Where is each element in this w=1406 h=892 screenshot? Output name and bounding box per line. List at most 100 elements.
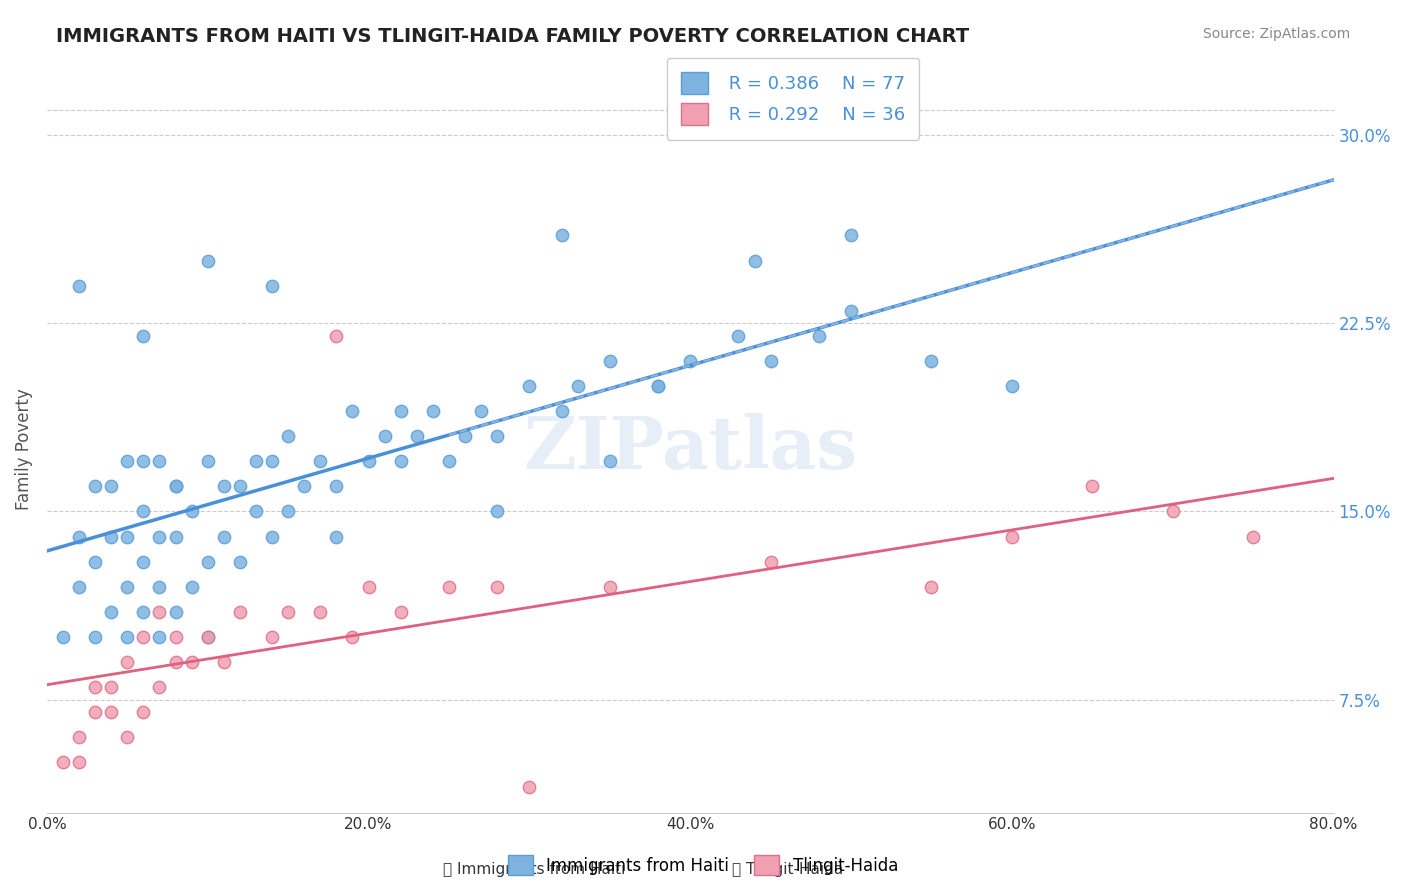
Point <box>165 655 187 669</box>
Point <box>100 605 122 619</box>
Point <box>148 454 170 468</box>
Point <box>165 605 187 619</box>
Legend:  R = 0.386    N = 77,  R = 0.292    N = 36: R = 0.386 N = 77, R = 0.292 N = 36 <box>666 58 920 139</box>
Point <box>920 580 942 594</box>
Point <box>180 580 202 594</box>
Point <box>920 354 942 368</box>
Point <box>389 404 412 418</box>
Text: Source: ZipAtlas.com: Source: ZipAtlas.com <box>1202 27 1350 41</box>
Point <box>374 429 396 443</box>
Point <box>389 605 412 619</box>
Point <box>197 555 219 569</box>
Y-axis label: Family Poverty: Family Poverty <box>15 388 32 509</box>
Point <box>245 454 267 468</box>
Point <box>647 379 669 393</box>
Point <box>727 328 749 343</box>
Point <box>148 630 170 644</box>
Point <box>148 605 170 619</box>
Point <box>550 228 572 243</box>
Point <box>148 580 170 594</box>
Point <box>67 580 90 594</box>
Point <box>84 479 107 493</box>
Point <box>260 630 283 644</box>
Point <box>1161 504 1184 518</box>
Point <box>132 504 155 518</box>
Point <box>454 429 477 443</box>
Point <box>117 630 139 644</box>
Point <box>165 479 187 493</box>
Point <box>197 253 219 268</box>
Point <box>165 530 187 544</box>
Point <box>260 454 283 468</box>
Point <box>519 780 541 795</box>
Point <box>180 655 202 669</box>
Point <box>325 479 347 493</box>
Point <box>342 630 364 644</box>
Legend: Immigrants from Haiti, Tlingit-Haida: Immigrants from Haiti, Tlingit-Haida <box>499 847 907 884</box>
Point <box>117 454 139 468</box>
Point <box>567 379 589 393</box>
Point <box>132 555 155 569</box>
Point <box>325 328 347 343</box>
Point <box>245 504 267 518</box>
Point <box>117 530 139 544</box>
Point <box>229 555 252 569</box>
Point <box>277 605 299 619</box>
Point <box>599 454 621 468</box>
Point <box>260 530 283 544</box>
Point <box>486 580 509 594</box>
Point <box>100 680 122 694</box>
Point <box>84 555 107 569</box>
Point <box>84 630 107 644</box>
Point <box>165 479 187 493</box>
Point <box>599 580 621 594</box>
Point <box>309 605 332 619</box>
Point <box>679 354 702 368</box>
Point <box>165 630 187 644</box>
Point <box>1001 379 1024 393</box>
Point <box>229 479 252 493</box>
Point <box>67 530 90 544</box>
Point <box>212 479 235 493</box>
Point <box>599 354 621 368</box>
Point <box>132 454 155 468</box>
Point <box>422 404 444 418</box>
Point <box>437 454 460 468</box>
Point <box>117 655 139 669</box>
Point <box>260 278 283 293</box>
Point <box>229 605 252 619</box>
Point <box>1001 530 1024 544</box>
Text: 🔲 Tlingit-Haida: 🔲 Tlingit-Haida <box>731 863 844 877</box>
Point <box>437 580 460 594</box>
Point <box>357 580 380 594</box>
Text: IMMIGRANTS FROM HAITI VS TLINGIT-HAIDA FAMILY POVERTY CORRELATION CHART: IMMIGRANTS FROM HAITI VS TLINGIT-HAIDA F… <box>56 27 969 45</box>
Point <box>470 404 492 418</box>
Point <box>52 630 75 644</box>
Point <box>212 655 235 669</box>
Point <box>292 479 315 493</box>
Point <box>1081 479 1104 493</box>
Point <box>180 504 202 518</box>
Point <box>100 530 122 544</box>
Point <box>197 454 219 468</box>
Point <box>132 630 155 644</box>
Point <box>550 404 572 418</box>
Point <box>84 680 107 694</box>
Point <box>132 605 155 619</box>
Point <box>744 253 766 268</box>
Point <box>309 454 332 468</box>
Point <box>197 630 219 644</box>
Point <box>277 504 299 518</box>
Point <box>100 479 122 493</box>
Point <box>67 731 90 745</box>
Point <box>117 580 139 594</box>
Point <box>197 630 219 644</box>
Text: ⬜ Immigrants from Haiti: ⬜ Immigrants from Haiti <box>443 863 626 877</box>
Point <box>759 354 782 368</box>
Point <box>67 278 90 293</box>
Point <box>839 228 862 243</box>
Point <box>342 404 364 418</box>
Point <box>759 555 782 569</box>
Point <box>357 454 380 468</box>
Point <box>67 756 90 770</box>
